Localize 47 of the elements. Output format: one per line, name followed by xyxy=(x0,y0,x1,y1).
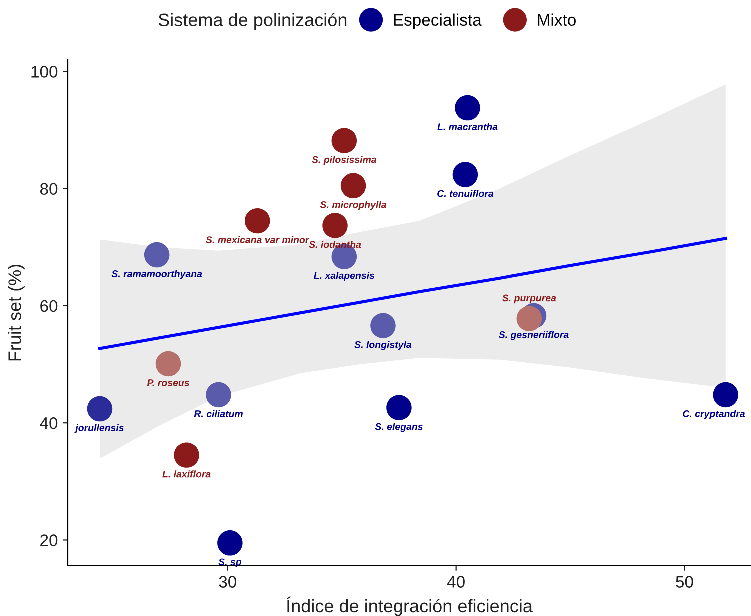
annotation: S. iodantha xyxy=(309,241,362,248)
legend-label: Mixto xyxy=(538,14,576,26)
x-tick-label: 50 xyxy=(676,576,694,588)
annotation: C. cryptandra xyxy=(683,410,746,420)
point xyxy=(218,530,243,556)
x-axis-title: Índice de integración eficiencia xyxy=(287,596,533,616)
point xyxy=(174,442,200,468)
annotation: jorullensis xyxy=(74,424,124,434)
point xyxy=(144,242,170,268)
point xyxy=(332,128,358,154)
annotation: L. laxiflora xyxy=(162,470,211,478)
annotation: S. microphylla xyxy=(320,201,386,210)
annotation: S. elegans xyxy=(375,423,423,432)
point xyxy=(452,162,478,188)
legend-label: Especialista xyxy=(394,14,482,30)
point xyxy=(156,351,182,377)
point xyxy=(386,395,412,420)
x-tick-label: 30 xyxy=(219,576,237,588)
y-tick-label: 80 xyxy=(40,183,58,196)
annotation: L. macrantha xyxy=(438,123,498,130)
point xyxy=(455,95,480,121)
y-tick-label: 20 xyxy=(40,534,58,546)
annotation: S. gesneriiflora xyxy=(498,331,569,340)
annotation: L. xalapensis xyxy=(314,272,375,282)
annotation: S. pilosissima xyxy=(312,156,377,166)
point xyxy=(87,396,113,422)
point xyxy=(516,306,542,332)
point xyxy=(370,313,396,338)
y-tick-label: 100 xyxy=(32,66,58,78)
legend-title: Sistema de polinización xyxy=(158,13,347,30)
annotation: P. roseus xyxy=(147,380,190,386)
y-axis-title: Fruit set (%) xyxy=(8,264,25,361)
annotation: C. tenuiflora xyxy=(438,190,494,198)
point xyxy=(322,213,348,238)
annotation: S. longistyla xyxy=(354,341,412,350)
y-tick-label: 40 xyxy=(40,418,58,430)
x-tick-label: 40 xyxy=(447,576,465,588)
point xyxy=(713,382,738,408)
annotation: S. mexicana var minor xyxy=(206,236,310,244)
line-series xyxy=(98,237,728,350)
point xyxy=(206,382,232,408)
point xyxy=(244,208,270,234)
annotation: S. ramamoorthyana xyxy=(112,270,202,280)
annotation: R. ciliatum xyxy=(194,410,243,418)
point xyxy=(340,173,366,199)
annotation: S. purpurea xyxy=(502,294,556,304)
y-tick-label: 60 xyxy=(40,300,58,312)
